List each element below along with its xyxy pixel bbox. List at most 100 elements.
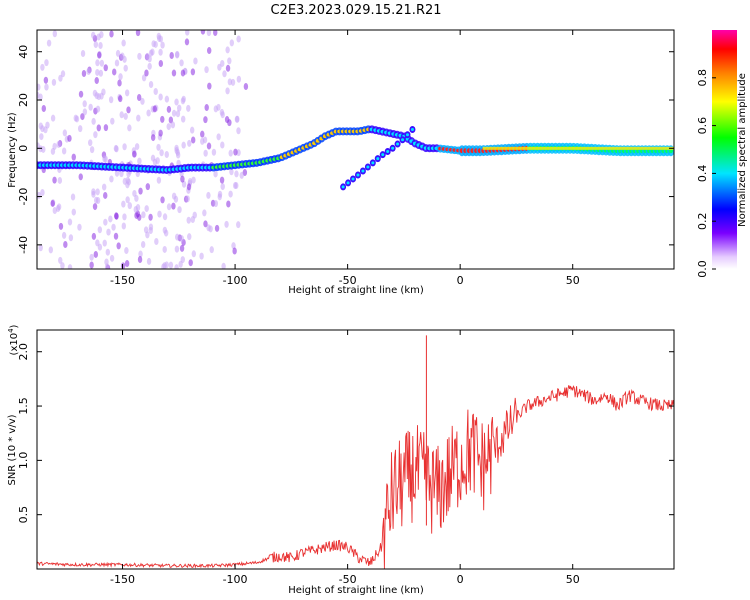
- noise-speckle: [98, 69, 104, 77]
- snr-scale-exponent: 4: [7, 328, 15, 333]
- noise-speckle: [153, 40, 158, 48]
- noise-speckle: [220, 111, 225, 119]
- noise-speckle: [157, 210, 162, 218]
- noise-speckle: [147, 62, 152, 70]
- noise-speckle: [174, 144, 179, 152]
- noise-speckle: [166, 123, 171, 131]
- noise-speckle: [38, 244, 43, 252]
- noise-speckle: [95, 239, 100, 247]
- noise-speckle: [169, 52, 174, 60]
- noise-speckle: [145, 183, 151, 191]
- noise-speckle: [121, 200, 126, 208]
- noise-speckle: [134, 194, 139, 202]
- noise-speckle: [88, 139, 93, 147]
- snr-xtick-label: 0: [457, 573, 464, 586]
- snr-ytick-label: 0.5: [17, 506, 30, 524]
- snr-panel: -150 -100 -50 0 50 0.5 1.0 1.5 2.0 Height of str…: [7, 324, 675, 596]
- spectrogram-xtick-label: -100: [223, 274, 248, 287]
- noise-speckle: [58, 256, 63, 264]
- noise-speckle: [229, 168, 234, 176]
- noise-speckle: [200, 130, 205, 138]
- noise-speckle: [39, 133, 44, 141]
- noise-speckle: [74, 115, 80, 123]
- noise-speckle: [101, 183, 107, 191]
- noise-speckle: [50, 114, 56, 122]
- noise-speckle: [160, 115, 165, 123]
- noise-speckle: [103, 155, 108, 163]
- noise-speckle: [137, 256, 143, 264]
- noise-speckle: [156, 176, 162, 184]
- noise-speckle: [120, 262, 126, 269]
- colorbar-tick-label: 0.0: [696, 260, 709, 278]
- noise-speckle: [112, 68, 117, 76]
- noise-speckle: [137, 52, 142, 60]
- noise-speckle: [145, 231, 150, 239]
- noise-speckle: [220, 59, 225, 67]
- noise-speckle: [95, 197, 101, 205]
- noise-speckle: [203, 149, 208, 157]
- noise-speckle: [77, 223, 82, 231]
- noise-speckle: [185, 195, 190, 203]
- noise-speckle: [92, 203, 98, 211]
- noise-speckle: [166, 203, 172, 211]
- noise-speckle: [117, 79, 122, 87]
- noise-speckle: [180, 175, 185, 183]
- noise-speckle: [209, 246, 214, 254]
- branch-core: [361, 169, 365, 173]
- noise-speckle: [93, 41, 99, 49]
- noise-speckle: [193, 57, 198, 65]
- noise-speckle: [217, 193, 222, 201]
- noise-speckle: [224, 116, 230, 124]
- noise-speckle: [94, 77, 99, 85]
- noise-speckle: [148, 80, 154, 88]
- noise-speckle: [48, 246, 54, 254]
- noise-speckle: [50, 147, 56, 155]
- noise-speckle: [206, 142, 212, 150]
- noise-speckle: [60, 70, 66, 78]
- branch-core: [396, 142, 400, 146]
- noise-speckle: [93, 131, 98, 139]
- noise-speckle: [203, 220, 208, 228]
- spectrogram-panel: -150 -100 -50 0 50 -40 -20 0 20 40 Height of stra…: [7, 29, 675, 296]
- noise-speckle: [86, 67, 91, 75]
- noise-speckle: [181, 115, 186, 123]
- snr-xtick-label: 50: [566, 573, 580, 586]
- noise-speckle: [225, 64, 231, 72]
- snr-ytick-label: 1.0: [17, 452, 30, 470]
- noise-speckle: [166, 105, 172, 113]
- noise-speckle: [236, 35, 241, 43]
- branch-core: [376, 157, 380, 161]
- noise-speckle: [71, 208, 76, 216]
- noise-speckle: [229, 39, 235, 47]
- noise-speckle: [202, 136, 208, 144]
- noise-speckle: [141, 211, 146, 219]
- noise-speckle: [82, 100, 87, 108]
- colorbar-tick-label: 0.8: [696, 69, 709, 87]
- noise-speckle: [113, 232, 119, 240]
- noise-speckle: [141, 74, 147, 82]
- noise-speckle: [154, 237, 159, 245]
- noise-speckle: [156, 143, 161, 151]
- noise-speckle: [110, 117, 115, 125]
- spectrogram-marks: [37, 30, 674, 269]
- snr-series-line: [37, 385, 674, 569]
- noise-speckle: [174, 245, 180, 253]
- noise-speckle: [120, 52, 125, 60]
- noise-speckle: [199, 252, 204, 260]
- noise-speckle: [232, 182, 238, 190]
- noise-speckle: [236, 127, 241, 135]
- noise-speckle: [159, 149, 164, 157]
- branch-core: [356, 173, 360, 177]
- spectrogram-ticks: -150 -100 -50 0 50 -40 -20 0 20 40: [17, 30, 674, 287]
- noise-speckle: [216, 133, 221, 141]
- noise-speckle: [219, 176, 225, 184]
- noise-speckle: [185, 30, 190, 36]
- noise-speckle: [43, 76, 49, 84]
- noise-speckle: [103, 218, 108, 226]
- noise-speckle: [82, 108, 88, 116]
- noise-speckle: [187, 233, 192, 241]
- noise-speckle: [91, 190, 96, 198]
- spectrogram-xtick-label: -50: [339, 274, 357, 287]
- noise-speckle: [60, 262, 65, 269]
- snr-ticks: -150 -100 -50 0 50 0.5 1.0 1.5 2.0: [17, 330, 674, 586]
